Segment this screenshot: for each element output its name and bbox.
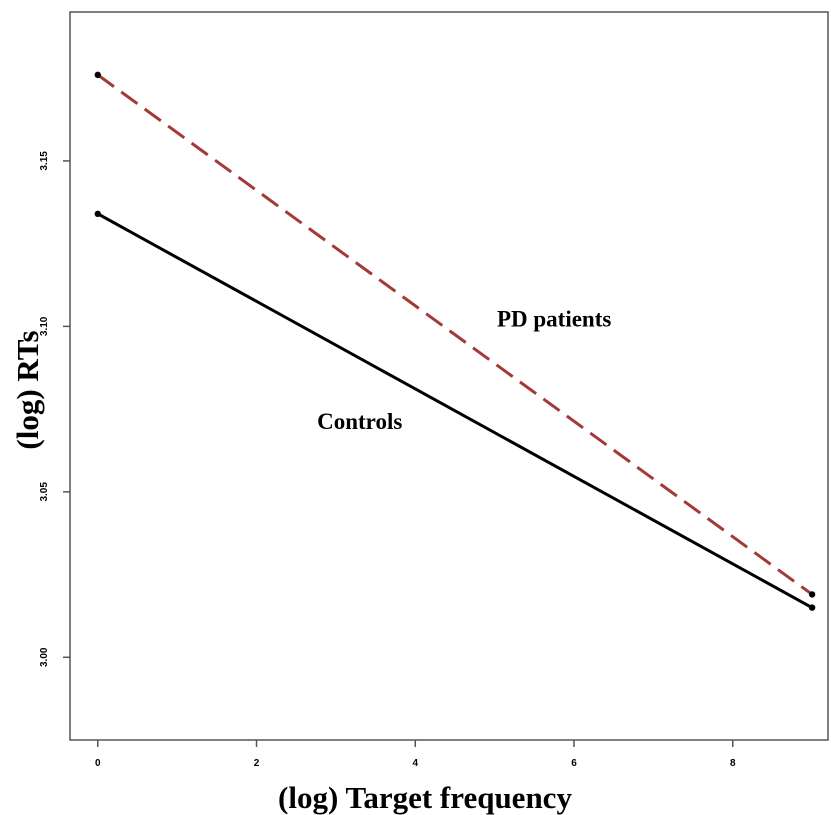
x-tick-label: 4 <box>412 758 418 769</box>
x-tick-label: 0 <box>95 758 101 769</box>
data-point-controls <box>808 604 816 611</box>
y-tick-label: 3.10 <box>39 316 50 336</box>
data-point-pd-patients <box>808 591 816 598</box>
data-point-controls <box>94 210 101 218</box>
x-tick-label: 2 <box>254 758 260 769</box>
y-axis-title: (log) RTs <box>10 330 45 449</box>
series-label-pd-patients: PD patients <box>497 306 611 331</box>
plot-frame <box>69 11 829 741</box>
x-axis: 0 2 4 6 8 <box>95 740 736 769</box>
x-axis-title: (log) Target frequency <box>278 780 572 815</box>
data-point-pd-patients <box>94 71 101 79</box>
series-line-pd-patients <box>96 73 814 596</box>
y-tick-label: 3.05 <box>39 482 50 502</box>
series-layer: PD patients Controls <box>94 71 816 611</box>
x-tick-label: 8 <box>730 758 736 769</box>
series-line-controls <box>97 212 813 609</box>
y-tick-label: 3.15 <box>39 151 50 171</box>
series-label-controls: Controls <box>317 409 402 434</box>
y-axis: 3.00 3.05 3.10 3.15 <box>39 151 70 667</box>
x-tick-label: 6 <box>571 758 577 769</box>
y-tick-label: 3.00 <box>39 647 50 667</box>
